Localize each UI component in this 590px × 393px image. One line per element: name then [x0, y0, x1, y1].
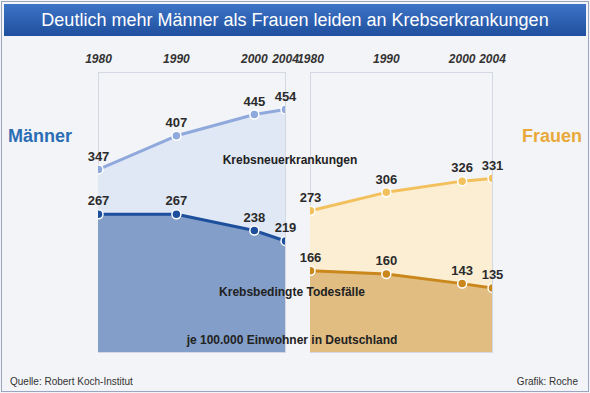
- html-text:je 100.000 Einwohner in Deutsc: je 100.000 Einwohner in Deutschland: [186, 333, 398, 347]
- html-text:Männer: Männer: [8, 126, 72, 146]
- svg-text:143: 143: [451, 263, 473, 278]
- svg-text:326: 326: [451, 160, 473, 175]
- html-text:Grafik: Roche: Grafik: Roche: [516, 376, 578, 387]
- svg-text:306: 306: [375, 172, 397, 187]
- svg-text:1980: 1980: [297, 52, 324, 66]
- svg-text:273: 273: [300, 190, 322, 205]
- svg-text:135: 135: [482, 267, 504, 282]
- svg-text:331: 331: [482, 158, 504, 173]
- svg-text:1990: 1990: [373, 52, 400, 66]
- svg-text:2004: 2004: [478, 52, 506, 66]
- svg-text:238: 238: [243, 210, 265, 225]
- html-text:Quelle: Robert Koch-Institut: Quelle: Robert Koch-Institut: [10, 376, 133, 387]
- svg-text:2000: 2000: [448, 52, 476, 66]
- svg-text:2004: 2004: [271, 52, 299, 66]
- svg-text:267: 267: [166, 193, 188, 208]
- svg-text:1980: 1980: [85, 52, 112, 66]
- svg-text:347: 347: [88, 149, 110, 164]
- svg-text:267: 267: [88, 193, 110, 208]
- svg-text:1990: 1990: [163, 52, 190, 66]
- svg-text:407: 407: [166, 115, 188, 130]
- html-text:Deutlich mehr Männer als Fraue: Deutlich mehr Männer als Frauen leiden a…: [41, 10, 549, 30]
- svg-text:454: 454: [275, 89, 297, 104]
- svg-text:2000: 2000: [240, 52, 268, 66]
- html-text:Frauen: Frauen: [522, 126, 582, 146]
- html-text:Krebsneuerkrankungen: Krebsneuerkrankungen: [222, 153, 358, 167]
- svg-text:219: 219: [275, 220, 297, 235]
- svg-text:160: 160: [375, 253, 397, 268]
- svg-text:166: 166: [300, 250, 322, 265]
- svg-text:445: 445: [243, 94, 265, 109]
- html-text:Krebsbedingte Todesfälle: Krebsbedingte Todesfälle: [219, 285, 365, 299]
